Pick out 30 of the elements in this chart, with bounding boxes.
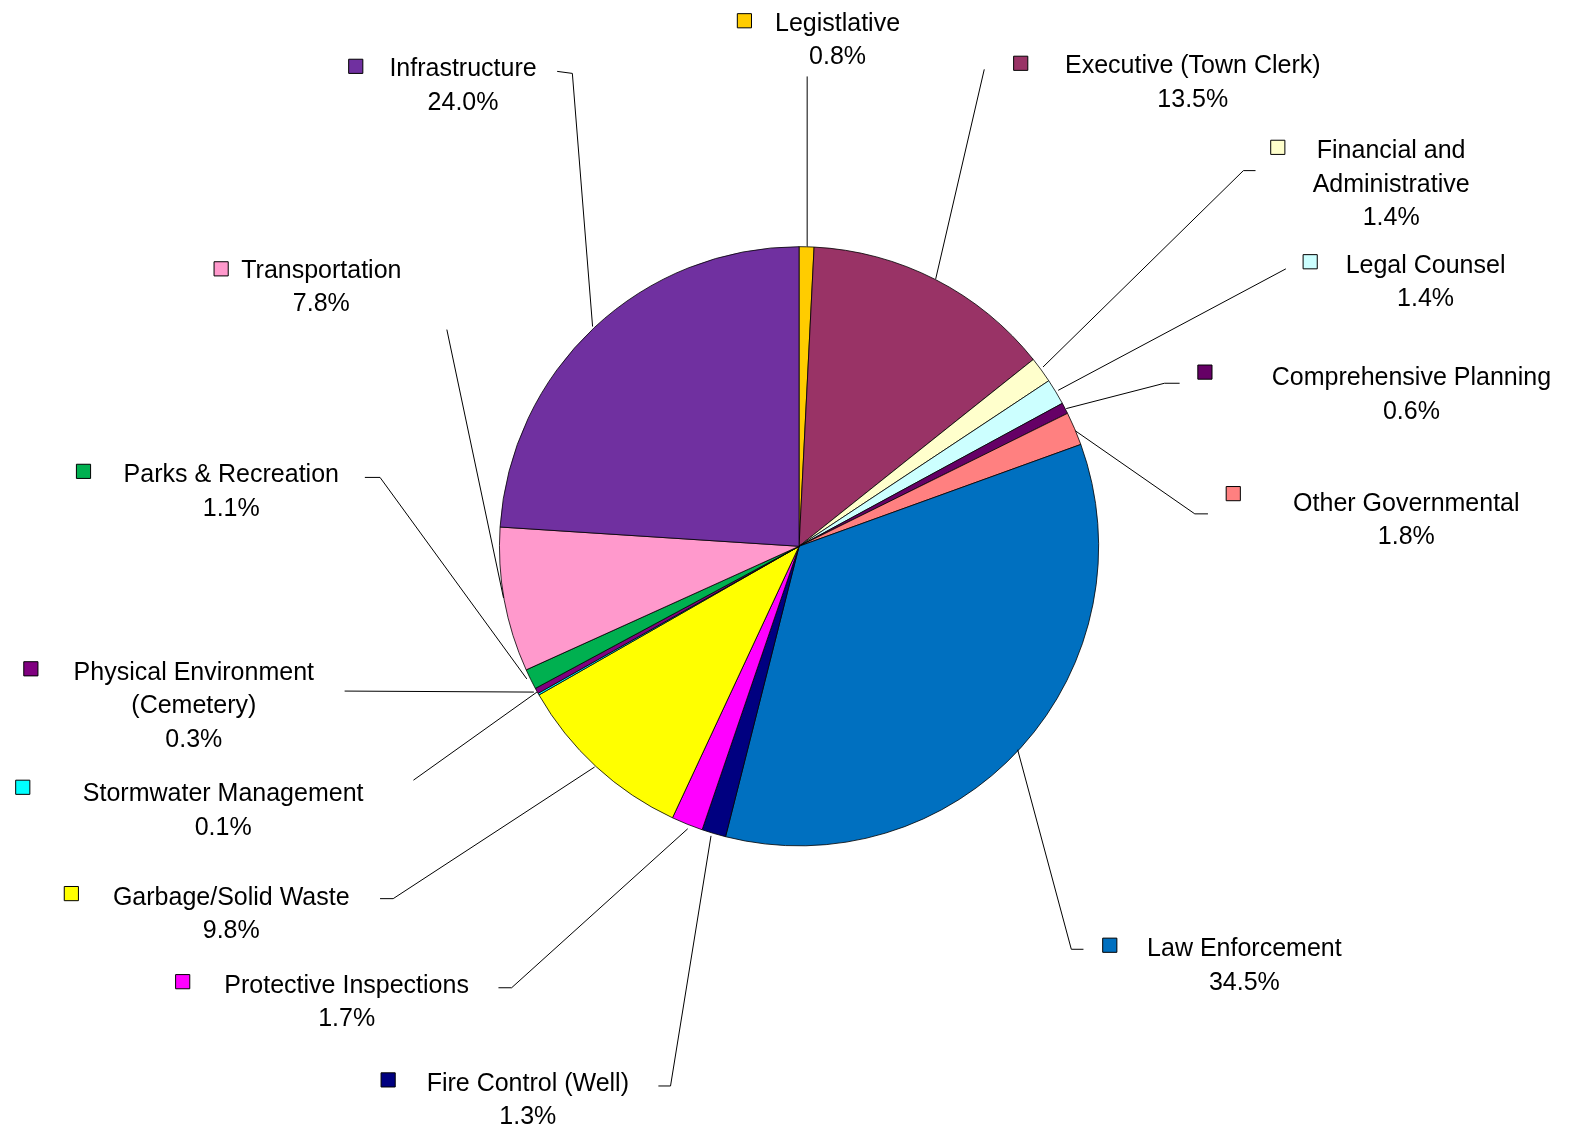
- data-label: 1.7%: [318, 1003, 376, 1032]
- data-label: 9.8%: [202, 915, 260, 944]
- data-label: 0.3%: [165, 723, 223, 752]
- legend-label: Law Enforcement: [1147, 933, 1342, 962]
- data-label: 24.0%: [427, 86, 499, 115]
- legend-label: Transportation: [241, 254, 402, 283]
- data-label: 13.5%: [1157, 83, 1229, 112]
- legend-label: Parks & Recreation: [123, 459, 339, 488]
- legend-label: Other Governmental: [1293, 487, 1520, 516]
- legend-label: Comprehensive Planning: [1271, 362, 1552, 391]
- legend-label: Legal Counsel: [1345, 249, 1506, 278]
- legend-label: Financial and Administrative: [1312, 135, 1470, 197]
- data-label: 34.5%: [1208, 966, 1280, 995]
- data-label: 1.4%: [1362, 202, 1420, 231]
- data-label: 0.6%: [1382, 395, 1440, 424]
- data-label: 0.8%: [809, 41, 867, 70]
- data-label: 1.4%: [1397, 283, 1455, 312]
- data-label: 1.8%: [1377, 521, 1435, 550]
- legend-label: Protective Inspections: [224, 969, 469, 998]
- legend-label: Stormwater Management: [82, 778, 364, 807]
- data-label: 7.8%: [292, 288, 350, 317]
- legend-label: Legistlative: [774, 7, 901, 36]
- legend-label: Fire Control (Well): [426, 1067, 629, 1096]
- legend-label: Physical Environment (Cemetery): [73, 656, 315, 719]
- legend-label: Infrastructure: [389, 53, 537, 82]
- legend-label: Executive (Town Clerk): [1064, 50, 1321, 79]
- data-label: 1.3%: [499, 1101, 557, 1128]
- data-label: 1.1%: [202, 492, 260, 521]
- legend-label: Garbage/Solid Waste: [112, 881, 350, 910]
- data-label: 0.1%: [194, 811, 252, 840]
